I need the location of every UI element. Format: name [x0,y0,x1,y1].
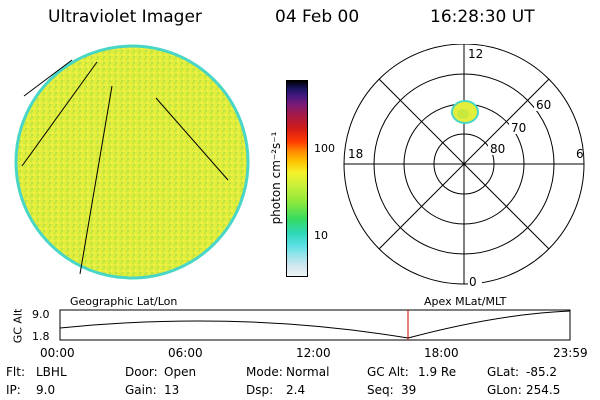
timeline-xtick: 23:59 [553,346,588,360]
grid-line [155,97,229,181]
status-gcalt-value: 1.9 Re [418,365,457,379]
lat-label-70: 70 [511,121,526,135]
time-label: 16:28:30 UT [430,7,535,27]
status-gcalt-key: GC Alt: [367,365,409,379]
mlt-label-18: 18 [348,147,363,161]
status-flt-value: LBHL [36,365,67,379]
status-seq-key: Seq: [367,383,394,397]
status-door-key: Door: [125,365,158,379]
timeline-xtick: 06:00 [168,346,203,360]
status-glon-value: 254.5 [526,383,561,397]
polar-plot: 12 0 18 6 60 70 80 [343,44,585,289]
colorbar-unit-label: photon cm⁻²s⁻¹ [269,131,283,225]
altitude-timeline [59,309,571,341]
timeline-axis-title: GC Alt [11,308,25,344]
timeline-right-caption: Apex MLat/MLT [424,295,507,308]
timeline-xtick: 00:00 [40,346,75,360]
status-gain-key: Gain: [125,383,157,397]
timeline-xtick: 18:00 [424,346,459,360]
altitude-curve [59,310,571,339]
timeline-frame [59,309,571,341]
status-door-value: Open [164,365,197,379]
status-ip-value: 9.0 [36,383,56,397]
app-title: Ultraviolet Imager [48,7,202,27]
grid-line [21,61,98,167]
colorbar-tick-10: 10 [314,229,328,242]
colorbar-tick-100: 100 [314,142,335,155]
status-mode-key: Mode: [246,365,283,379]
status-glat-key: GLat: [487,365,520,379]
mlt-label-12: 12 [468,47,483,61]
date-label: 04 Feb 00 [275,7,360,27]
mlt-label-6: 6 [576,147,584,161]
status-glon-key: GLon: [487,383,522,397]
timeline-ytick-bottom: 1.8 [32,330,50,343]
uv-image [14,44,250,280]
timeline-ytick-top: 9.0 [32,308,50,321]
status-ip-key: IP: [6,383,21,397]
earth-disk [14,44,250,280]
grid-line [79,85,113,275]
status-flt-key: Flt: [6,365,25,379]
polar-axis-diag2 [378,78,550,250]
aurora-blob [451,100,479,124]
timeline-left-caption: Geographic Lat/Lon [70,295,178,308]
lat-label-80: 80 [490,142,505,156]
status-mode-value: Normal [286,365,330,379]
lat-label-60: 60 [536,98,551,112]
timeline-xtick: 12:00 [296,346,331,360]
status-glat-value: -85.2 [526,365,558,379]
status-dsp-value: 2.4 [286,383,306,397]
mlt-label-0: 0 [469,275,477,289]
status-dsp-key: Dsp: [246,383,274,397]
status-seq-value: 39 [401,383,417,397]
colorbar [286,80,308,277]
grid-line [23,59,73,97]
status-gain-value: 13 [164,383,180,397]
